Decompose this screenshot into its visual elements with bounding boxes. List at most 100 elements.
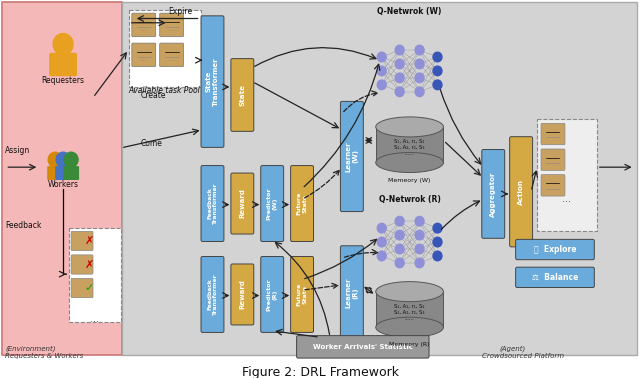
Text: Available task Pool: Available task Pool [129,87,200,95]
Text: ......: ...... [168,58,175,62]
Text: Crowdsourced Platform: Crowdsourced Platform [483,353,564,359]
Bar [3,3,122,355]
Ellipse shape [376,317,444,337]
Circle shape [53,34,73,55]
Text: Feedback: Feedback [5,221,42,230]
FancyBboxPatch shape [71,255,93,274]
Circle shape [415,45,424,55]
Text: ✗: ✗ [84,236,93,246]
Text: 🔍  Explore: 🔍 Explore [534,245,576,254]
Circle shape [377,237,386,247]
Circle shape [433,80,442,90]
Text: Create: Create [141,91,166,100]
Text: Figure 2: DRL Framework: Figure 2: DRL Framework [241,366,399,378]
FancyBboxPatch shape [291,166,314,242]
Circle shape [415,258,424,268]
Circle shape [415,87,424,97]
Text: S₁, A₁, r₁, S₂
S₂, A₂, r₂, S₃
......: S₁, A₁, r₁, S₂ S₂, A₂, r₂, S₃ ...... [394,304,425,321]
Text: ...: ... [90,314,99,324]
Circle shape [415,59,424,69]
Text: Worker Arrivals' Statistic: Worker Arrivals' Statistic [313,344,413,350]
Circle shape [377,52,386,62]
FancyBboxPatch shape [509,137,532,247]
Text: ✓: ✓ [84,283,93,293]
Text: ⚖  Balance: ⚖ Balance [532,273,578,282]
Text: State
Transformer: State Transformer [206,57,219,106]
Circle shape [395,45,404,55]
Bar [122,3,637,355]
FancyBboxPatch shape [482,150,505,238]
Text: Memeory (R): Memeory (R) [389,342,430,347]
Circle shape [395,73,404,83]
FancyBboxPatch shape [69,228,121,322]
Ellipse shape [376,117,444,137]
Circle shape [377,223,386,233]
Circle shape [48,152,62,167]
Text: Future
State: Future State [297,283,307,306]
Circle shape [377,251,386,261]
FancyBboxPatch shape [201,257,224,332]
Circle shape [433,52,442,62]
Circle shape [377,66,386,76]
Text: Q-Netwrok (R): Q-Netwrok (R) [379,195,440,204]
Circle shape [415,230,424,240]
Circle shape [433,251,442,261]
FancyBboxPatch shape [71,279,93,297]
Ellipse shape [376,282,444,302]
Circle shape [395,258,404,268]
FancyBboxPatch shape [516,239,595,260]
FancyBboxPatch shape [201,166,224,242]
Text: Workers: Workers [47,181,79,189]
FancyBboxPatch shape [55,166,71,180]
Text: Action: Action [518,179,524,205]
FancyBboxPatch shape [71,231,93,251]
Circle shape [395,216,404,226]
FancyBboxPatch shape [231,173,254,234]
Circle shape [415,73,424,83]
Text: Assign: Assign [5,146,31,155]
Ellipse shape [376,152,444,172]
FancyBboxPatch shape [231,264,254,325]
FancyBboxPatch shape [129,10,200,87]
Text: Requesters: Requesters [42,76,84,85]
Text: ...: ... [563,194,572,204]
Text: Reward: Reward [239,189,245,218]
Text: Predictor
(W): Predictor (W) [267,187,278,220]
FancyBboxPatch shape [201,16,224,147]
FancyBboxPatch shape [260,166,284,242]
FancyBboxPatch shape [541,149,565,170]
FancyBboxPatch shape [516,267,595,288]
Text: Future
State: Future State [297,192,307,215]
Circle shape [433,223,442,233]
Circle shape [395,230,404,240]
Text: Come: Come [141,139,163,148]
Text: Expire: Expire [169,7,193,16]
FancyBboxPatch shape [340,101,364,212]
FancyBboxPatch shape [537,119,596,231]
Text: Learner
(W): Learner (W) [346,141,358,172]
FancyBboxPatch shape [231,59,254,131]
Text: ......: ...... [140,28,147,33]
FancyBboxPatch shape [160,13,184,37]
FancyBboxPatch shape [260,257,284,332]
Text: State: State [239,84,245,106]
Text: (Environment): (Environment) [5,345,56,352]
Circle shape [395,244,404,254]
FancyBboxPatch shape [132,43,156,67]
FancyBboxPatch shape [160,43,184,67]
FancyBboxPatch shape [49,53,77,76]
FancyBboxPatch shape [541,175,565,196]
Circle shape [433,237,442,247]
Text: Predictor
(R): Predictor (R) [267,278,278,311]
Text: S₁, A₁, r₁, S₂
S₂, A₂, r₂, S₃
......: S₁, A₁, r₁, S₂ S₂, A₂, r₂, S₃ ...... [394,139,425,156]
Text: ✗: ✗ [84,260,93,270]
Text: Feedback
Transformer: Feedback Transformer [207,274,218,315]
Circle shape [395,87,404,97]
Bar [376,127,444,163]
FancyBboxPatch shape [132,13,156,37]
Circle shape [433,66,442,76]
FancyBboxPatch shape [296,336,429,358]
Text: ......: ...... [140,58,147,62]
Text: Memeory (W): Memeory (W) [388,178,431,183]
Text: Feedback
Transformer: Feedback Transformer [207,183,218,224]
